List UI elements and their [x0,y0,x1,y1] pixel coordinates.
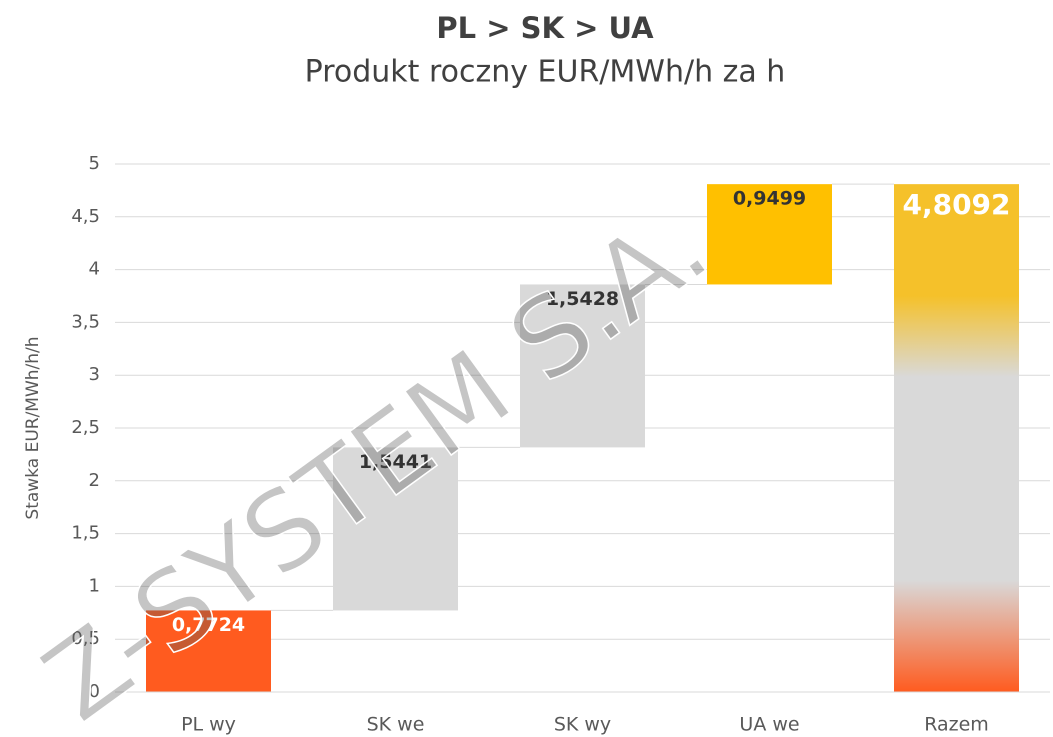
y-tick-label: 1 [89,575,100,596]
y-tick-label: 3 [89,364,100,385]
y-tick-label: 2,5 [71,417,100,438]
watermark: Z-SYSTEM S.A. [22,183,731,737]
y-tick-label: 0 [89,681,100,702]
data-label: 4,8092 [902,188,1010,221]
bar [520,284,645,448]
bar [146,610,271,692]
x-tick-label: SK wy [554,714,611,736]
data-label: 0,7724 [172,614,245,636]
y-tick-label: 3,5 [71,311,100,332]
y-axis-label: Stawka EUR/MWh/h/h [23,336,43,519]
y-tick-label: 4,5 [71,206,100,227]
y-tick-label: 0,5 [71,628,100,649]
y-tick-label: 1,5 [71,523,100,544]
y-tick-label: 4 [89,259,100,280]
y-tick-label: 5 [89,153,100,174]
x-tick-label: UA we [739,714,799,736]
x-tick-label: Razem [924,714,989,736]
x-tick-label: PL wy [181,714,236,736]
chart-subtitle: Produkt roczny EUR/MWh/h za h [305,55,786,90]
bar [894,184,1019,692]
bar [333,447,458,611]
plot-area: 0 0,5 1 1,5 2 2,5 3 3,5 4 4,5 5 PL wy 0,7724 SK we 1,5… [71,153,1050,736]
y-tick-label: 2 [89,470,100,491]
x-tick-label: SK we [367,714,425,736]
data-label: 0,9499 [733,188,806,210]
data-label: 1,5441 [359,451,432,473]
chart-title: PL > SK > UA [436,11,654,45]
data-label: 1,5428 [546,288,619,310]
bar [707,184,832,285]
